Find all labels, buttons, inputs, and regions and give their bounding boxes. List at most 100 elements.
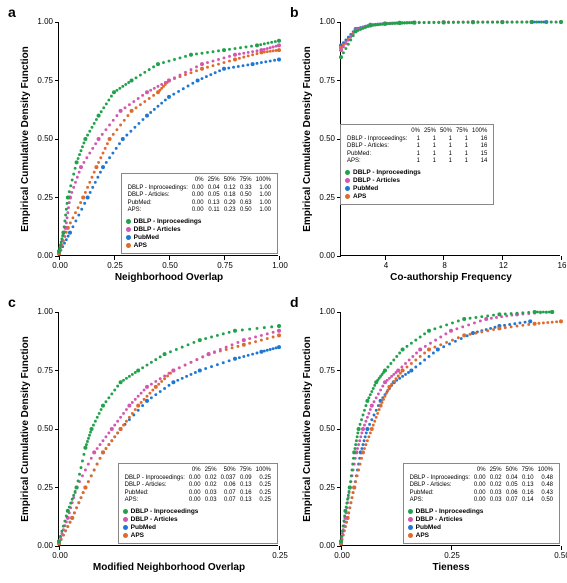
series-dblp_art (370, 404, 374, 408)
legend-label-pubmed: PubMed (353, 185, 378, 193)
ytick-label: 0.25 (29, 193, 53, 202)
xtick (114, 256, 115, 260)
ytick (337, 546, 341, 547)
series-dblp_art (200, 62, 204, 66)
legend-c: 0%25%50%75%100%DBLP - Inproceedings:0.00… (118, 463, 278, 544)
ytick (55, 370, 59, 371)
legend-item-aps: APS (345, 193, 489, 201)
series-dblp_inproc (339, 55, 343, 59)
legend-label-dblp_art: DBLP - Articles (416, 516, 463, 524)
series-dblp_art (396, 369, 400, 373)
series-dblp_art (259, 48, 263, 52)
legend-item-pubmed: PubMed (123, 524, 273, 532)
ytick-label: 1.00 (29, 17, 53, 26)
series-dblp_art (277, 43, 281, 47)
legend-swatch-dblp_art (408, 517, 413, 522)
series-dblp_inproc (189, 53, 193, 57)
series-pubmed (198, 369, 202, 373)
series-dblp_inproc (136, 369, 140, 373)
series-dblp_art (171, 369, 175, 373)
legend-item-aps: APS (126, 242, 273, 250)
series-dblp_inproc (66, 196, 70, 200)
series-aps (101, 450, 105, 454)
ytick-label: 0.00 (29, 541, 53, 550)
series-dblp_inproc (559, 20, 563, 24)
panel-label-d: d (290, 294, 299, 310)
series-aps (559, 319, 563, 323)
series-aps (154, 385, 158, 389)
series-aps (387, 385, 391, 389)
x-axis-label-a: Neighborhood Overlap (59, 272, 279, 283)
xtick-label: 0.25 (269, 551, 291, 560)
series-dblp_inproc (61, 231, 65, 235)
ytick-label: 0.75 (311, 76, 335, 85)
series-dblp_inproc (112, 90, 116, 94)
series-dblp_art (449, 329, 453, 333)
legend-item-dblp_art: DBLP - Articles (126, 226, 273, 234)
ytick-label: 0.75 (311, 366, 335, 375)
legend-swatch-dblp_inproc (408, 509, 413, 514)
ytick-label: 1.00 (29, 307, 53, 316)
x-axis-label-b: Co-authorship Frequency (341, 272, 561, 283)
series-dblp_inproc (550, 310, 554, 314)
legend-swatch-dblp_inproc (126, 219, 131, 224)
xtick (502, 256, 503, 260)
series-aps (370, 427, 374, 431)
legend-swatch-pubmed (123, 525, 128, 530)
legend-item-pubmed: PubMed (408, 524, 555, 532)
legend-swatch-aps (126, 243, 131, 248)
ytick (55, 487, 59, 488)
ytick (337, 370, 341, 371)
series-dblp_inproc (233, 329, 237, 333)
series-dblp_inproc (533, 310, 537, 314)
series-pubmed (196, 79, 200, 83)
series-dblp_inproc (75, 160, 79, 164)
y-axis-label-b: Empirical Cumulative Density Function (302, 22, 313, 256)
legend-item-dblp_inproc: DBLP - Inproceedings (345, 169, 489, 177)
legend-item-dblp_inproc: DBLP - Inproceedings (126, 218, 273, 226)
series-dblp_art (145, 90, 149, 94)
legend-items-c: DBLP - InproceedingsDBLP - ArticlesPubMe… (123, 508, 273, 541)
series-dblp_art (127, 404, 131, 408)
ytick-label: 1.00 (311, 17, 335, 26)
series-dblp_art (339, 48, 343, 52)
series-dblp_art (167, 79, 171, 83)
xtick (224, 256, 225, 260)
series-aps (119, 427, 123, 431)
legend-label-dblp_inproc: DBLP - Inproceedings (416, 508, 484, 516)
xtick-label: 0.25 (441, 551, 463, 560)
series-dblp_inproc (442, 20, 446, 24)
ytick (55, 429, 59, 430)
ytick (55, 256, 59, 257)
series-dblp_inproc (500, 20, 504, 24)
series-pubmed (436, 347, 440, 351)
legend-swatch-pubmed (126, 235, 131, 240)
series-aps (352, 486, 356, 490)
legend-items-b: DBLP - InproceedingsDBLP - ArticlesPubMe… (345, 169, 489, 202)
series-dblp_inproc (412, 21, 416, 25)
series-dblp_inproc (83, 137, 87, 141)
ytick (55, 197, 59, 198)
series-dblp_art (233, 53, 237, 57)
series-aps (83, 486, 87, 490)
xtick-label: 12 (492, 261, 514, 270)
quantiles-table-b: 0%25%50%75%100%DBLP - Inproceedings:1111… (345, 128, 489, 166)
xtick (59, 256, 60, 260)
quantiles-table-a: 0%25%50%75%100%DBLP - Inproceedings:0.00… (126, 177, 273, 215)
series-dblp_inproc (90, 427, 94, 431)
series-aps (130, 109, 134, 113)
series-dblp_inproc (198, 338, 202, 342)
series-dblp_art (145, 385, 149, 389)
legend-item-dblp_inproc: DBLP - Inproceedings (123, 508, 273, 516)
legend-a: 0%25%50%75%100%DBLP - Inproceedings:0.00… (121, 173, 278, 254)
series-dblp_inproc (343, 509, 347, 513)
ytick-label: 0.25 (29, 483, 53, 492)
xtick (279, 256, 280, 260)
panel-c: c0.000.250.000.250.500.751.00Modified Ne… (8, 294, 284, 578)
legend-item-dblp_inproc: DBLP - Inproceedings (408, 508, 555, 516)
ytick-label: 0.25 (311, 193, 335, 202)
legend-label-dblp_inproc: DBLP - Inproceedings (131, 508, 199, 516)
series-dblp_inproc (471, 20, 475, 24)
legend-label-pubmed: PubMed (416, 524, 441, 532)
xtick-label: 0.00 (331, 551, 353, 560)
